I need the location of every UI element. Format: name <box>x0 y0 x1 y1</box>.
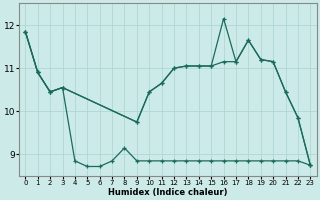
X-axis label: Humidex (Indice chaleur): Humidex (Indice chaleur) <box>108 188 228 197</box>
